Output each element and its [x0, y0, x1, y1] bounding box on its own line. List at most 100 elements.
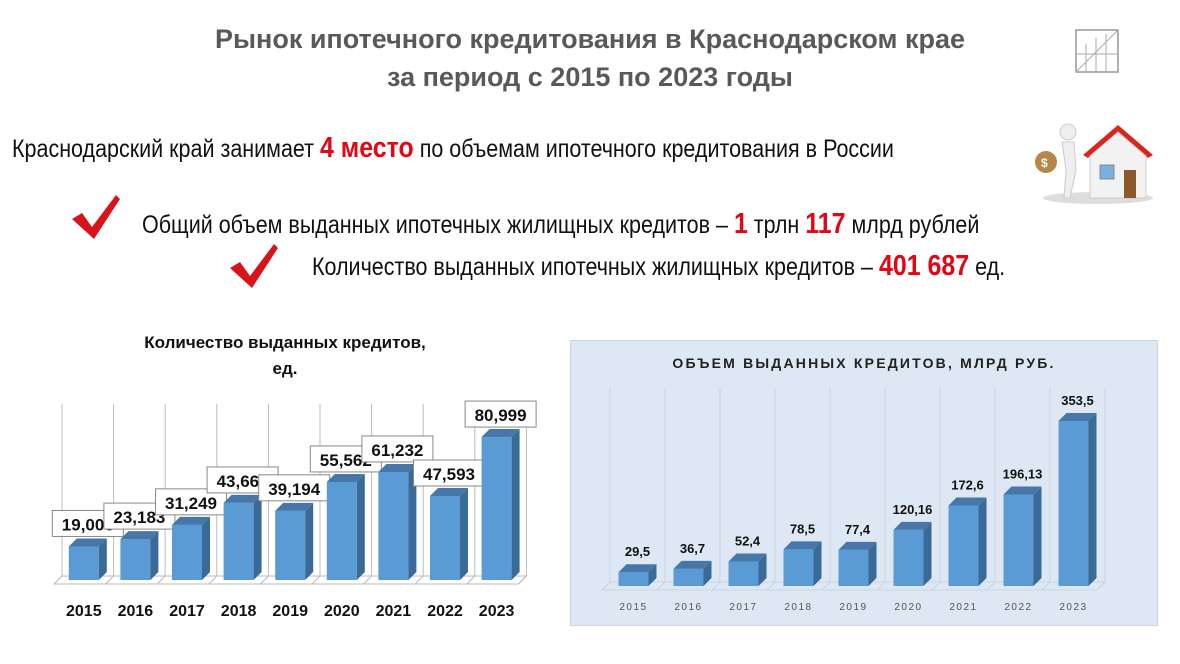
bar-side	[1088, 413, 1097, 586]
bar	[275, 510, 306, 580]
bar	[618, 572, 649, 586]
page-title-line1: Рынок ипотечного кредитования в Краснода…	[214, 24, 966, 54]
data-label: 78,5	[790, 521, 815, 536]
bar-top	[783, 541, 822, 550]
gridline	[1041, 581, 1051, 591]
data-label: 43,669	[217, 472, 269, 491]
count-text-post: ед.	[969, 253, 1006, 281]
bar	[378, 471, 409, 580]
category-label: 2020	[324, 603, 360, 620]
category-label: 2021	[949, 602, 977, 613]
bar-side	[1033, 486, 1042, 586]
bar	[948, 505, 979, 586]
bar-top	[223, 494, 262, 503]
checkmark-icon	[72, 195, 120, 239]
rank-text-post: по объемам ипотечного кредитования в Рос…	[413, 135, 894, 163]
gridline	[876, 581, 886, 591]
volume-mlrd: 117	[805, 208, 846, 240]
gridline	[711, 581, 721, 591]
page-title-line2: за период с 2015 по 2023 годы	[387, 62, 793, 92]
category-label: 2017	[169, 603, 205, 620]
bar-side	[813, 541, 822, 586]
bar	[120, 539, 151, 580]
bar-top	[1058, 413, 1097, 422]
bar-top	[68, 538, 107, 547]
bar-top	[172, 516, 210, 525]
gridline	[821, 581, 831, 591]
data-label: 31,249	[165, 494, 217, 513]
bar-top	[893, 521, 932, 530]
category-label: 2019	[272, 603, 308, 620]
data-label: 61,232	[371, 441, 423, 460]
bar-side	[460, 488, 468, 580]
bar	[728, 561, 759, 586]
loans-count-chart: Количество выданных кредитов, ед. 19,006…	[51, 333, 537, 620]
volume-text-pre: Общий объем выданных ипотечных жилищных …	[142, 211, 734, 239]
bar-top	[1003, 486, 1042, 495]
svg-text:$: $	[1041, 156, 1048, 170]
bar-top	[326, 473, 365, 482]
bar-side	[408, 463, 417, 580]
bar-side	[202, 516, 210, 580]
data-label: 39,194	[268, 480, 321, 499]
data-label: 353,5	[1061, 393, 1094, 408]
bar-side	[150, 531, 159, 580]
bar	[481, 437, 512, 580]
gridline	[363, 575, 372, 585]
bar-top	[838, 541, 877, 550]
bar-side	[98, 538, 107, 580]
count-fact: Количество выданных ипотечных жилищных к…	[312, 250, 1005, 283]
category-label: 2023	[479, 603, 515, 620]
bar-top	[481, 429, 520, 438]
rank-text-pre: Краснодарский край занимает	[12, 135, 320, 163]
bar-side	[923, 521, 932, 586]
category-label: 2021	[376, 603, 412, 620]
category-label: 2023	[1059, 602, 1087, 613]
data-label-box	[258, 474, 331, 502]
category-label: 2020	[894, 602, 922, 613]
category-label: 2016	[118, 603, 154, 620]
bar	[673, 568, 704, 586]
category-label: 2016	[674, 602, 702, 613]
data-label: 52,4	[735, 534, 761, 549]
bar-side	[978, 497, 987, 586]
data-label: 196,13	[1003, 466, 1043, 481]
chart1-title: Количество выданных кредитов,	[144, 333, 426, 352]
bar-top	[728, 553, 767, 562]
gridline	[260, 575, 269, 585]
data-label: 29,5	[625, 544, 650, 559]
gridline	[53, 575, 63, 585]
data-label-box	[464, 400, 537, 428]
chart1-title2: ед.	[273, 359, 298, 378]
bar	[838, 549, 869, 586]
bar	[326, 481, 357, 580]
bar	[783, 549, 814, 586]
loans-volume-chart: ОБЪЕМ ВЫДАННЫХ КРЕДИТОВ, МЛРД РУБ. 29,5 2…	[600, 355, 1107, 613]
data-label: 120,16	[893, 502, 933, 517]
gridline	[601, 581, 611, 591]
bar-top	[618, 564, 657, 573]
bar-top	[430, 488, 468, 497]
bar-top	[120, 531, 159, 540]
data-label: 23,183	[113, 508, 165, 527]
gridline	[156, 575, 166, 585]
data-label: 36,7	[680, 541, 705, 556]
volume-trln: 1	[733, 208, 748, 240]
bar	[1003, 494, 1034, 586]
data-label-box	[413, 459, 485, 487]
category-label: 2015	[66, 603, 102, 620]
data-label-box	[361, 435, 434, 463]
bar	[430, 496, 460, 580]
category-label: 2019	[839, 602, 867, 613]
gridline	[518, 575, 527, 585]
count-value: 401 687	[878, 250, 970, 282]
bar-top	[275, 502, 314, 511]
gridline	[656, 581, 666, 591]
volume-fact: Общий объем выданных ипотечных жилищных …	[142, 208, 979, 241]
bar-side	[868, 541, 877, 586]
category-label: 2015	[619, 602, 647, 613]
bar-side	[356, 473, 365, 580]
bar-top	[673, 560, 712, 569]
rank-value: 4 место	[319, 132, 414, 164]
data-label: 172,6	[951, 477, 984, 492]
